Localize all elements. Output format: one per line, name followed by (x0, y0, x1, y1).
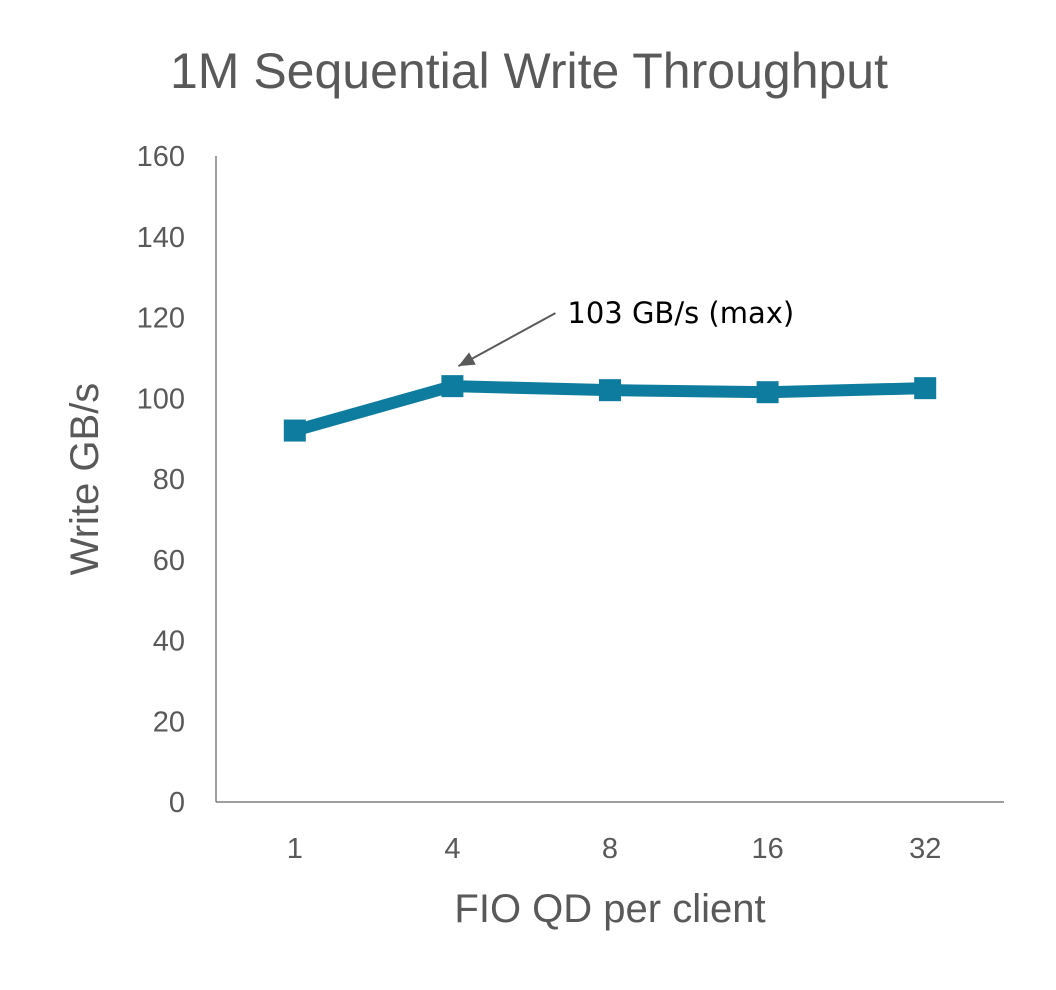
y-tick-label: 160 (137, 141, 185, 173)
y-tick-label: 20 (153, 706, 185, 738)
data-point-marker (914, 377, 937, 400)
x-tick-label: 4 (444, 833, 460, 865)
annotation-group: 103 GB/s (max) (457, 296, 794, 368)
y-tick-label: 80 (153, 464, 185, 496)
x-tick-label: 1 (287, 833, 303, 865)
series-line-group (283, 375, 937, 442)
y-tick-label: 60 (153, 545, 185, 577)
x-tick-label: 32 (909, 833, 941, 865)
annotation-arrowhead (458, 352, 476, 367)
data-point-marker (756, 381, 779, 404)
annotation-label: 103 GB/s (max) (567, 296, 794, 330)
x-tick-label: 8 (602, 833, 618, 865)
y-tick-label: 40 (153, 626, 185, 658)
data-point-marker (599, 379, 621, 402)
x-axis-label: FIO QD per client (454, 887, 765, 931)
y-tick-label: 0 (169, 787, 185, 819)
chart-title: 1M Sequential Write Throughput (170, 43, 888, 99)
y-tick-label: 100 (137, 383, 185, 415)
y-tick-labels: 0 20 40 60 80 100 120 140 160 (137, 141, 185, 819)
x-tick-label: 16 (751, 833, 783, 865)
x-tick-labels: 1 4 8 16 32 (287, 833, 942, 865)
y-tick-label: 120 (137, 303, 185, 335)
data-point-marker (283, 419, 306, 442)
annotation-arrow (457, 312, 556, 368)
y-tick-label: 140 (137, 222, 185, 254)
y-axis-label: Write GB/s (63, 383, 107, 576)
data-point-marker (441, 375, 464, 398)
